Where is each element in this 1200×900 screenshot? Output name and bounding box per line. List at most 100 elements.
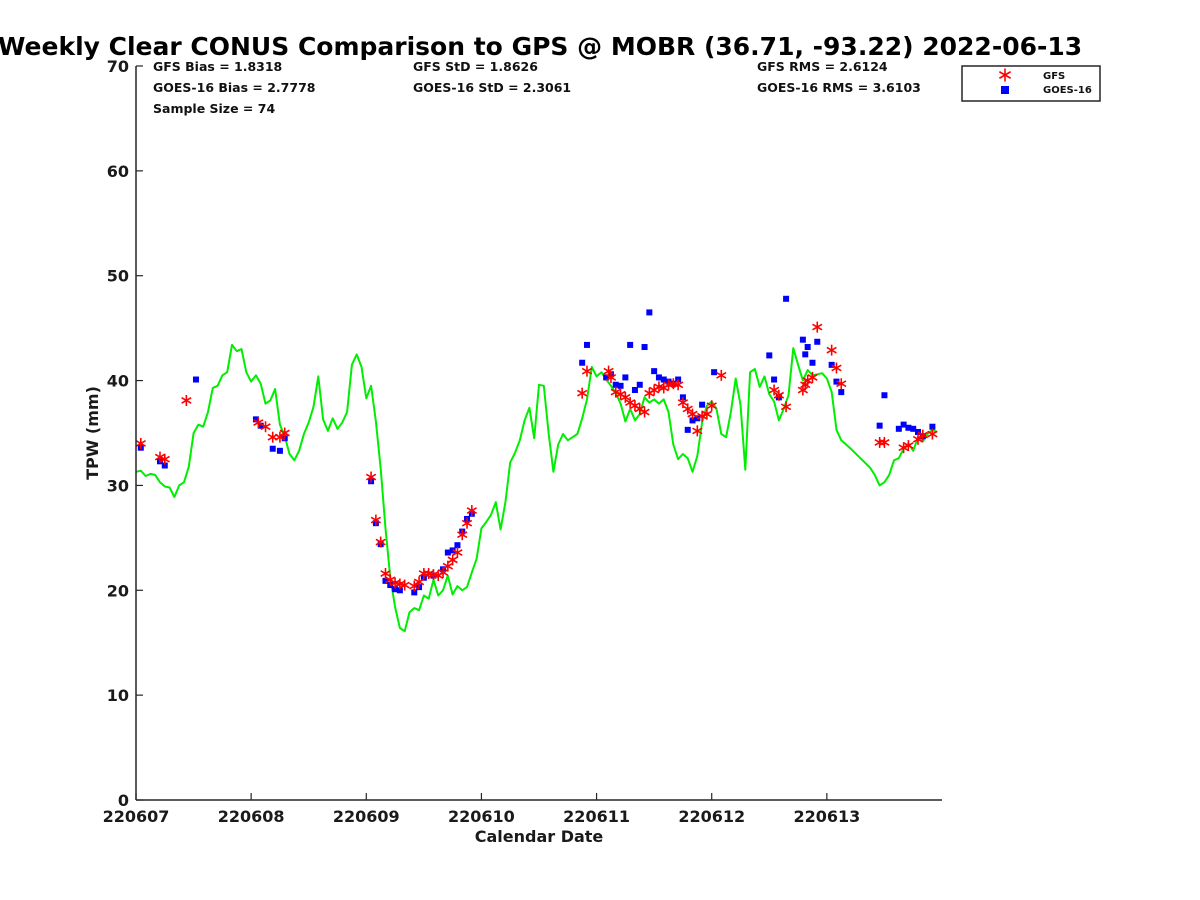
goes16-point — [809, 359, 816, 366]
gps-series-line — [135, 343, 938, 633]
gfs-point — [370, 514, 382, 526]
gfs-point — [701, 408, 713, 420]
gfs-point — [581, 365, 593, 377]
goes16-point — [161, 462, 168, 469]
y-tick-label: 70 — [107, 57, 129, 76]
gfs-point — [682, 403, 693, 415]
gfs-point — [413, 576, 425, 588]
gfs-point — [812, 321, 823, 333]
gfs-point — [716, 369, 727, 381]
y-tick-label: 0 — [118, 791, 129, 810]
goes16-point — [895, 425, 902, 432]
goes16-point — [804, 344, 811, 351]
gfs-point — [912, 433, 924, 445]
gfs-point — [577, 387, 588, 399]
x-tick-label: 220611 — [563, 807, 630, 826]
y-tick-label: 60 — [107, 162, 129, 181]
goes16-point — [257, 422, 264, 429]
x-tick-label: 220609 — [333, 807, 400, 826]
goes16-point — [192, 376, 199, 383]
goes16-point — [766, 352, 773, 359]
gfs-point — [447, 554, 458, 566]
y-axis-label: TPW (mm) — [83, 386, 102, 480]
gfs-point — [687, 408, 698, 420]
gfs-point — [773, 389, 785, 401]
goes16-point — [689, 417, 696, 424]
goes16-point — [392, 586, 399, 593]
legend-goes-marker — [1001, 86, 1009, 94]
y-tick-label: 30 — [107, 476, 129, 495]
goes16-point — [910, 425, 917, 432]
goes16-point — [828, 361, 835, 368]
gfs-point — [365, 471, 377, 483]
goes16-point — [905, 424, 912, 431]
goes16-point — [646, 309, 653, 316]
goes16-point — [454, 542, 461, 549]
goes16-point — [881, 392, 888, 399]
goes16-point — [603, 374, 610, 381]
goes16-point — [617, 382, 624, 389]
gfs-point — [807, 371, 818, 383]
legend: GFS GOES-16 — [961, 65, 1101, 102]
plot-area — [135, 295, 938, 633]
goes16-point — [396, 587, 403, 594]
gfs-point — [181, 394, 192, 406]
goes16-point — [771, 376, 778, 383]
legend-label-goes: GOES-16 — [1043, 85, 1092, 96]
goes-rms-stat: GOES-16 RMS = 3.6103 — [757, 80, 921, 95]
goes16-point — [622, 374, 629, 381]
gfs-point — [768, 384, 780, 396]
gfs-point — [639, 406, 650, 418]
sample-size-stat: Sample Size = 74 — [153, 101, 275, 116]
gfs-point — [279, 427, 290, 439]
axis-ticks: 0 10 20 30 40 50 60 70 220607 220608 220609 220610 2… — [103, 57, 861, 826]
goes16-point — [802, 351, 809, 358]
gfs-point — [672, 379, 684, 391]
gfs-point — [159, 453, 170, 465]
gfs-point — [274, 431, 286, 443]
goes16-point — [900, 421, 907, 428]
gfs-point — [917, 429, 928, 441]
gfs-rms-stat: GFS RMS = 2.6124 — [757, 59, 888, 74]
goes16-point — [583, 341, 590, 348]
x-tick-label: 220613 — [793, 807, 860, 826]
goes16-point — [631, 387, 638, 394]
legend-box — [961, 65, 1101, 102]
gfs-point — [620, 391, 631, 403]
gfs-point — [903, 440, 914, 452]
y-tick-label: 10 — [107, 686, 129, 705]
gfs-point — [457, 529, 468, 541]
gfs-point — [375, 536, 386, 548]
gfs-point — [399, 579, 410, 591]
goes16-point — [579, 359, 586, 366]
goes16-point — [382, 577, 389, 584]
gfs-point — [927, 428, 938, 440]
goes16-point — [269, 445, 276, 452]
goes16-point — [838, 389, 845, 396]
gfs-point — [831, 362, 842, 374]
goes16-point — [783, 295, 790, 302]
gfs-point — [260, 421, 271, 433]
legend-markers — [998, 68, 1012, 94]
x-tick-label: 220612 — [678, 807, 745, 826]
gfs-point — [466, 505, 477, 517]
x-tick-label: 220607 — [103, 807, 170, 826]
goes16-point — [655, 374, 662, 381]
y-tick-label: 20 — [107, 581, 129, 600]
goes16-point — [684, 426, 691, 433]
gfs-bias-stat: GFS Bias = 1.8318 — [153, 59, 282, 74]
goes16-point — [929, 423, 936, 430]
goes-bias-stat: GOES-16 Bias = 2.7778 — [153, 80, 315, 95]
goes16-point — [636, 381, 643, 388]
y-tick-label: 40 — [107, 372, 129, 391]
x-tick-label: 220608 — [218, 807, 285, 826]
goes16-point — [660, 376, 667, 383]
goes16-point — [612, 381, 619, 388]
gfs-point — [879, 436, 890, 448]
goes16-point — [699, 401, 706, 408]
gfs-point — [706, 400, 717, 412]
goes16-point — [444, 549, 451, 556]
goes16-point — [711, 369, 718, 376]
gfs-point — [826, 344, 837, 356]
